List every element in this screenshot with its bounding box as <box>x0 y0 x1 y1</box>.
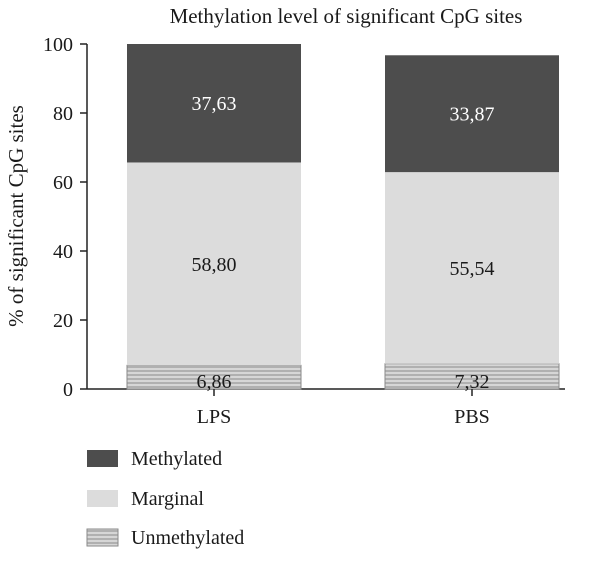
bar-segment-methylated-lps <box>127 44 301 163</box>
bar-segment-marginal-lps <box>127 162 301 366</box>
y-tick-label: 0 <box>63 379 73 401</box>
bar-segment-marginal-pbs <box>385 172 559 364</box>
legend-swatch-unmethylated <box>86 528 119 547</box>
chart-title: Methylation level of significant CpG sit… <box>170 4 523 28</box>
bars <box>126 44 560 390</box>
legend-swatch-marginal <box>87 490 118 507</box>
data-label-marginal-lps: 58,80 <box>192 254 237 276</box>
y-tick-label: 20 <box>53 310 73 332</box>
y-tick-label: 100 <box>43 34 73 56</box>
x-tick-label-lps: LPS <box>197 406 231 428</box>
bar-segment-methylated-pbs <box>385 55 559 173</box>
legend-label-unmethylated: Unmethylated <box>131 527 244 549</box>
y-ticks: 0 20 40 60 80 100 <box>43 34 87 401</box>
data-label-unmethylated-pbs: 7,32 <box>455 371 490 393</box>
bar-segment-unmethylated-pbs <box>384 363 560 390</box>
y-tick-label: 80 <box>53 103 73 125</box>
data-label-unmethylated-lps: 6,86 <box>197 371 232 393</box>
y-tick-label: 60 <box>53 172 73 194</box>
legend: Methylated Marginal Unmethylated <box>86 448 244 549</box>
data-label-methylated-lps: 37,63 <box>192 93 237 115</box>
y-axis-label: % of significant CpG sites <box>4 105 28 327</box>
y-tick-label: 40 <box>53 241 73 263</box>
x-tick-label-pbs: PBS <box>454 406 490 428</box>
legend-swatch-methylated <box>87 450 118 467</box>
data-label-methylated-pbs: 33,87 <box>450 104 495 126</box>
legend-label-methylated: Methylated <box>131 448 222 470</box>
x-ticks: LPS PBS <box>197 389 490 428</box>
legend-label-marginal: Marginal <box>131 488 204 510</box>
data-label-marginal-pbs: 55,54 <box>450 258 495 280</box>
data-labels: 6,86 58,80 37,63 7,32 55,54 33,87 <box>192 93 495 393</box>
